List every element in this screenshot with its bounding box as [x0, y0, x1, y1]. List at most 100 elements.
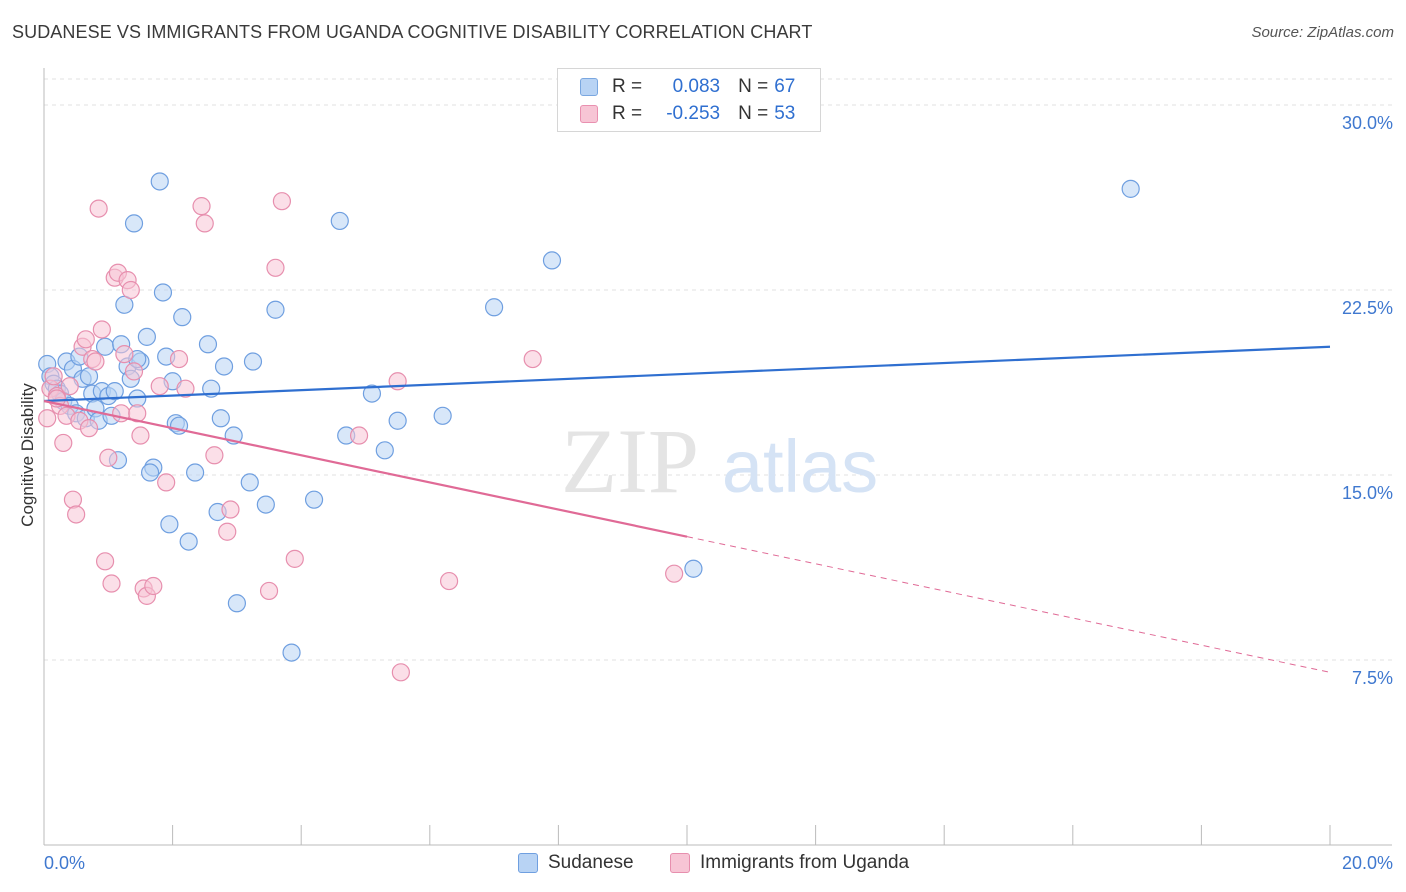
data-point-uganda [102, 574, 121, 593]
data-point-sudanese [160, 515, 179, 534]
data-point-uganda [63, 490, 83, 509]
legend-r-label: R = [612, 103, 643, 124]
x-tick-label: 20.0% [1342, 853, 1393, 873]
data-point-sudanese [186, 463, 205, 482]
legend-n-value: 53 [774, 103, 796, 124]
data-point-sudanese [227, 594, 246, 613]
trend-lines [43, 345, 1331, 673]
data-point-uganda [128, 404, 147, 423]
series-legend-sudanese[interactable]: Sudanese [518, 852, 634, 874]
data-point-sudanese [375, 441, 394, 460]
data-point-uganda [86, 352, 105, 371]
data-point-sudanese [173, 308, 192, 327]
y-axis-label: Cognitive Disability [18, 383, 37, 527]
trend-line-sudanese [43, 345, 1331, 403]
series-legend: Sudanese Immigrants from Uganda [0, 852, 1406, 878]
stats-legend: R = 0.083 N = 67 R = -0.253 N = 53 [557, 68, 821, 132]
data-point-sudanese [179, 532, 198, 551]
legend-row-uganda: R = -0.253 N = 53 [580, 102, 795, 126]
data-point-sudanese [211, 409, 230, 428]
data-point-uganda [195, 214, 214, 233]
watermark: ZIP atlas [561, 410, 878, 512]
source-label: Source: ZipAtlas.com [1251, 24, 1394, 41]
data-point-uganda [95, 552, 115, 571]
data-point-sudanese [282, 643, 301, 662]
y-tick-label: 15.0% [1342, 483, 1393, 503]
data-point-sudanese [243, 352, 263, 371]
trend-line-uganda [43, 399, 688, 538]
axes [43, 68, 1392, 846]
data-point-uganda [76, 330, 95, 349]
data-point-uganda [192, 197, 211, 216]
data-point-uganda [99, 448, 118, 467]
data-point-sudanese [388, 411, 407, 430]
data-point-uganda [391, 663, 410, 682]
series-swatch-sudanese [518, 853, 538, 873]
data-point-sudanese [304, 490, 324, 509]
legend-r-label: R = [612, 76, 643, 97]
data-point-uganda [60, 377, 79, 396]
data-point-uganda [44, 367, 63, 386]
y-tick-label: 22.5% [1342, 298, 1393, 318]
watermark-zip: ZIP [561, 410, 699, 512]
data-point-sudanese [124, 214, 144, 233]
data-point-uganda [205, 446, 224, 465]
legend-n-value: 67 [774, 76, 796, 97]
data-point-sudanese [137, 327, 156, 346]
data-point-uganda [665, 564, 684, 583]
data-points [38, 172, 1140, 682]
data-point-uganda [89, 199, 108, 218]
data-point-sudanese [105, 382, 124, 401]
data-point-sudanese [214, 357, 234, 376]
data-point-sudanese [1121, 179, 1140, 198]
data-point-uganda [54, 433, 73, 453]
legend-r-value: 0.083 [672, 76, 721, 97]
data-point-uganda [259, 581, 279, 601]
y-tick-label: 30.0% [1342, 113, 1393, 133]
data-point-uganda [144, 576, 163, 596]
data-point-uganda [285, 549, 304, 568]
legend-r-value: -0.253 [666, 103, 721, 124]
y-tick-label: 7.5% [1352, 668, 1393, 688]
watermark-atlas: atlas [722, 425, 878, 508]
data-point-uganda [150, 377, 169, 396]
data-point-uganda [115, 345, 134, 364]
data-point-uganda [266, 258, 285, 277]
tick-labels: 7.5% 15.0% 22.5% 30.0% 0.0% 20.0% [44, 113, 1393, 873]
data-point-uganda [92, 320, 111, 339]
legend-n-label: N = [738, 76, 769, 97]
series-legend-uganda[interactable]: Immigrants from Uganda [670, 852, 909, 874]
data-point-sudanese [198, 335, 218, 354]
data-point-uganda [131, 426, 150, 445]
data-point-sudanese [240, 473, 259, 492]
data-point-uganda [439, 571, 459, 591]
gridlines [44, 78, 1392, 661]
data-point-uganda [272, 192, 292, 211]
data-point-uganda [124, 362, 144, 381]
data-point-sudanese [684, 559, 703, 578]
data-point-sudanese [330, 211, 349, 231]
legend-n-label: N = [738, 103, 769, 124]
legend-row-sudanese: R = 0.083 N = 67 [580, 75, 795, 99]
data-point-sudanese [95, 337, 115, 356]
data-point-sudanese [362, 384, 382, 403]
data-point-sudanese [256, 495, 275, 514]
data-point-sudanese [485, 298, 504, 317]
chart-title: SUDANESE VS IMMIGRANTS FROM UGANDA COGNI… [12, 22, 813, 42]
legend-swatch-sudanese [580, 78, 598, 96]
data-point-sudanese [542, 251, 562, 270]
data-point-uganda [79, 419, 99, 438]
data-point-uganda [169, 349, 189, 369]
data-point-sudanese [150, 172, 169, 191]
data-point-uganda [221, 500, 240, 519]
data-point-uganda [121, 280, 140, 300]
data-point-uganda [523, 349, 542, 369]
data-point-uganda [157, 473, 176, 492]
data-point-uganda [176, 379, 195, 398]
data-point-uganda [218, 522, 237, 541]
data-point-sudanese [266, 300, 285, 319]
data-point-sudanese [153, 283, 173, 302]
data-point-sudanese [140, 463, 160, 482]
x-tick-label: 0.0% [44, 853, 85, 873]
